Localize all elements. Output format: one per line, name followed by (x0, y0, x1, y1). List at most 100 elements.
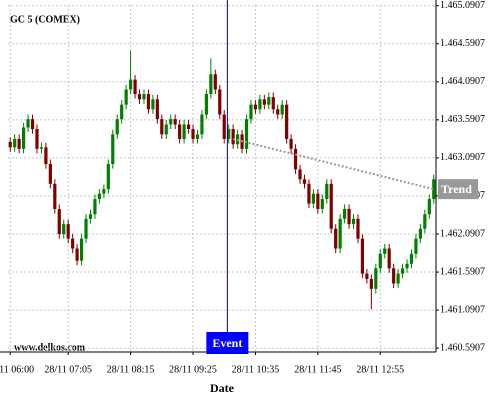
x-tick-label: 28/11 11:45 (294, 364, 341, 375)
candle-body (173, 119, 177, 125)
candle-body (186, 124, 191, 130)
candle-body (343, 208, 347, 219)
candle-body (378, 253, 382, 269)
candle-body (222, 114, 226, 139)
candle-body (227, 129, 231, 139)
candle-body (30, 119, 35, 130)
candle-body (84, 218, 88, 239)
candle-body (258, 99, 262, 110)
candle-body (62, 224, 66, 235)
candle-body (178, 124, 182, 139)
candle-body (22, 127, 26, 149)
candle-body (164, 124, 168, 135)
candle-body (97, 193, 101, 200)
candle-body (253, 104, 258, 110)
candle-body (267, 97, 271, 105)
y-tick-label: 1.464.0907 (440, 76, 485, 87)
candle-body (102, 189, 106, 194)
candle-body (271, 97, 275, 110)
candle-body (409, 253, 414, 264)
candle-body (334, 228, 338, 249)
candle-body (66, 224, 70, 239)
y-tick-label: 1.464.5907 (440, 38, 485, 49)
y-tick-label: 1.462.0907 (440, 228, 485, 239)
x-axis-title: Date (210, 381, 235, 395)
candle-body (351, 218, 356, 225)
candle-body (365, 273, 369, 279)
candle-body (383, 248, 387, 254)
candle-body (298, 169, 302, 180)
candle-body (160, 119, 164, 135)
y-tick-label: 1.461.0907 (440, 304, 485, 315)
candle-body (418, 228, 422, 239)
trend-line (232, 137, 435, 191)
candle-body (151, 99, 155, 110)
candle-body (276, 109, 280, 115)
candle-body (356, 218, 360, 239)
candle-body (8, 141, 12, 148)
y-tick-label: 1.463.5907 (440, 114, 485, 125)
candle-body (311, 193, 315, 204)
candle-body (329, 183, 333, 229)
chart-title: GC 5 (COMEX) (10, 14, 80, 25)
candle-body (53, 183, 57, 209)
candle-body (79, 238, 84, 261)
candle-body (392, 268, 396, 284)
x-tick-label: 28/11 07:05 (44, 364, 92, 375)
x-tick-label: 28/11 08:15 (107, 364, 155, 375)
candle-body (35, 129, 39, 149)
candle-body (209, 74, 213, 95)
candle-body (195, 134, 200, 139)
candle-body (93, 199, 97, 215)
candle-body (71, 238, 75, 249)
candle-body (325, 183, 329, 200)
trend-label-box (438, 179, 478, 200)
x-tick-label: 28/11 06:00 (0, 364, 34, 375)
candle-body (427, 199, 431, 215)
candle-body (320, 199, 324, 209)
candle-body (182, 124, 186, 139)
trend-label: Trend (441, 182, 472, 196)
candle-body (146, 94, 151, 110)
candle-body (133, 79, 137, 95)
candle-body (414, 238, 418, 254)
candle-body (120, 104, 124, 120)
candle-body (169, 119, 173, 125)
candle-body (218, 89, 222, 115)
candle-body (106, 164, 110, 190)
candle-body (26, 119, 30, 128)
candle-body (137, 94, 142, 100)
candle-body (111, 134, 115, 165)
candle-body (400, 268, 405, 274)
candle-body (293, 148, 298, 170)
candle-body (200, 114, 204, 135)
y-tick-label: 1.461.5907 (440, 266, 485, 277)
candle-body (285, 104, 289, 139)
candle-body (39, 147, 44, 149)
candle-body (302, 179, 307, 184)
candle-body (338, 218, 342, 249)
candle-body (423, 214, 427, 229)
candle-body (88, 214, 93, 219)
candle-body (360, 238, 365, 274)
candle-body (231, 129, 235, 145)
candle-body (57, 208, 61, 235)
candle-body (369, 278, 373, 289)
x-tick-label: 28/11 09:25 (169, 364, 217, 375)
candle-body (115, 119, 119, 135)
candle-body (17, 138, 21, 149)
candle-body (432, 179, 436, 200)
candle-body (124, 89, 128, 105)
candle-body (262, 99, 266, 105)
x-tick-label: 28/11 10:35 (232, 364, 280, 375)
candle-body (280, 104, 284, 115)
candle-body (405, 263, 409, 269)
candle-body (13, 138, 17, 148)
y-tick-label: 1.463.0907 (440, 152, 485, 163)
candle-body (347, 208, 351, 225)
candle-body (44, 147, 48, 165)
candle-body (155, 99, 159, 120)
x-tick-label: 28/11 12:55 (356, 364, 404, 375)
